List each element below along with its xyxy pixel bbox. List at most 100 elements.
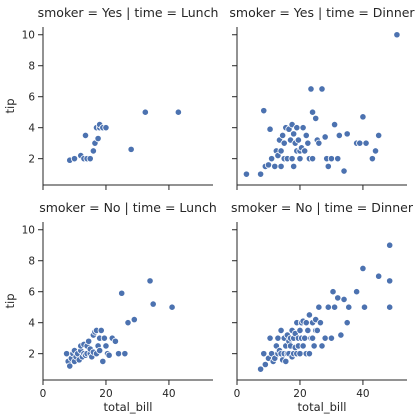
data-point — [359, 264, 367, 273]
panel-4: smoker = No | time = Dinner 0 20 40 total_bi… — [231, 200, 414, 414]
data-point — [86, 155, 94, 163]
data-point — [324, 162, 332, 171]
data-point — [301, 147, 309, 155]
data-point — [296, 326, 304, 335]
data-point — [334, 294, 342, 302]
data-point — [362, 139, 370, 147]
data-point — [89, 147, 97, 155]
data-point — [299, 124, 307, 132]
data-point — [304, 326, 312, 335]
data-point — [290, 130, 298, 138]
data-point — [324, 303, 332, 311]
data-point — [100, 334, 108, 342]
data-point — [304, 139, 312, 147]
data-point — [368, 155, 376, 163]
data-point — [70, 155, 79, 163]
data-point — [266, 334, 274, 342]
y-tick-label: 8 — [28, 256, 35, 268]
data-point — [274, 334, 282, 342]
data-point — [277, 147, 285, 155]
data-point — [99, 357, 107, 366]
x-tick-label: 20 — [293, 388, 306, 400]
data-point — [334, 155, 342, 163]
data-point — [146, 277, 154, 285]
data-point — [282, 357, 290, 366]
x-axis-label: total_bill — [104, 400, 153, 414]
data-point — [301, 334, 309, 342]
data-point — [340, 167, 348, 175]
x-axis-label: total_bill — [298, 400, 347, 414]
data-point — [343, 130, 351, 138]
data-point — [94, 134, 102, 143]
data-point — [375, 131, 383, 140]
data-point — [149, 300, 157, 308]
data-point — [168, 303, 176, 311]
panel-title: smoker = No | time = Dinner — [231, 200, 414, 215]
data-point — [360, 303, 369, 311]
data-point — [318, 342, 326, 350]
x-tick-label: 40 — [162, 388, 175, 400]
x-tick-label: 0 — [234, 388, 241, 400]
data-point — [288, 155, 296, 163]
data-point — [290, 162, 298, 171]
y-tick-label: 6 — [28, 287, 35, 299]
data-point — [277, 326, 285, 335]
data-point — [315, 303, 323, 311]
data-point — [271, 162, 279, 171]
data-point — [313, 326, 321, 335]
data-point — [268, 155, 276, 163]
data-point — [279, 131, 287, 140]
y-axis-label: tip — [3, 98, 17, 113]
data-point — [359, 113, 367, 121]
data-point — [386, 277, 394, 285]
data-point — [316, 319, 325, 327]
data-point — [299, 342, 307, 350]
panel-3: smoker = No | time = Lunch 2 4 6 8 10 0 20 40 tip… — [3, 200, 217, 414]
data-point — [308, 155, 317, 163]
panel-title: smoker = No | time = Lunch — [39, 200, 217, 215]
data-point — [302, 131, 310, 140]
data-point — [121, 350, 129, 358]
data-point — [337, 331, 345, 339]
data-point — [302, 319, 310, 327]
data-point — [127, 145, 135, 153]
data-point — [257, 365, 265, 373]
data-point — [375, 272, 383, 280]
data-point — [261, 360, 269, 369]
data-point — [312, 114, 320, 122]
y-tick-label: 6 — [28, 92, 35, 104]
x-tick-label: 0 — [40, 388, 47, 400]
data-point — [294, 136, 302, 144]
data-point — [111, 337, 120, 345]
data-point — [356, 139, 364, 147]
data-point — [130, 315, 138, 324]
data-point — [343, 319, 351, 327]
data-point — [257, 170, 265, 178]
panel-title: smoker = Yes | time = Lunch — [38, 5, 219, 20]
data-point — [353, 288, 361, 296]
data-point — [329, 288, 337, 296]
data-point — [280, 139, 288, 147]
data-point — [386, 241, 394, 249]
panel-2: smoker = Yes | time = Dinner — [229, 5, 415, 190]
data-point — [81, 131, 90, 140]
data-point — [102, 124, 110, 132]
data-point — [293, 124, 301, 132]
panel-1: smoker = Yes | time = Lunch 2 4 6 8 10 tip — [3, 5, 218, 190]
panel-title: smoker = Yes | time = Dinner — [229, 5, 415, 20]
y-tick-label: 4 — [28, 123, 35, 135]
data-point — [345, 303, 353, 311]
data-point — [321, 133, 329, 141]
data-point — [307, 85, 315, 93]
data-point — [393, 31, 401, 39]
data-point — [308, 334, 317, 342]
y-tick-label: 2 — [28, 154, 35, 166]
x-tick-label: 40 — [356, 388, 369, 400]
y-tick-label: 10 — [22, 30, 35, 42]
data-point — [296, 350, 304, 358]
data-point — [327, 334, 336, 342]
y-tick-label: 2 — [28, 349, 35, 361]
data-point — [66, 362, 74, 370]
data-point — [340, 295, 348, 304]
